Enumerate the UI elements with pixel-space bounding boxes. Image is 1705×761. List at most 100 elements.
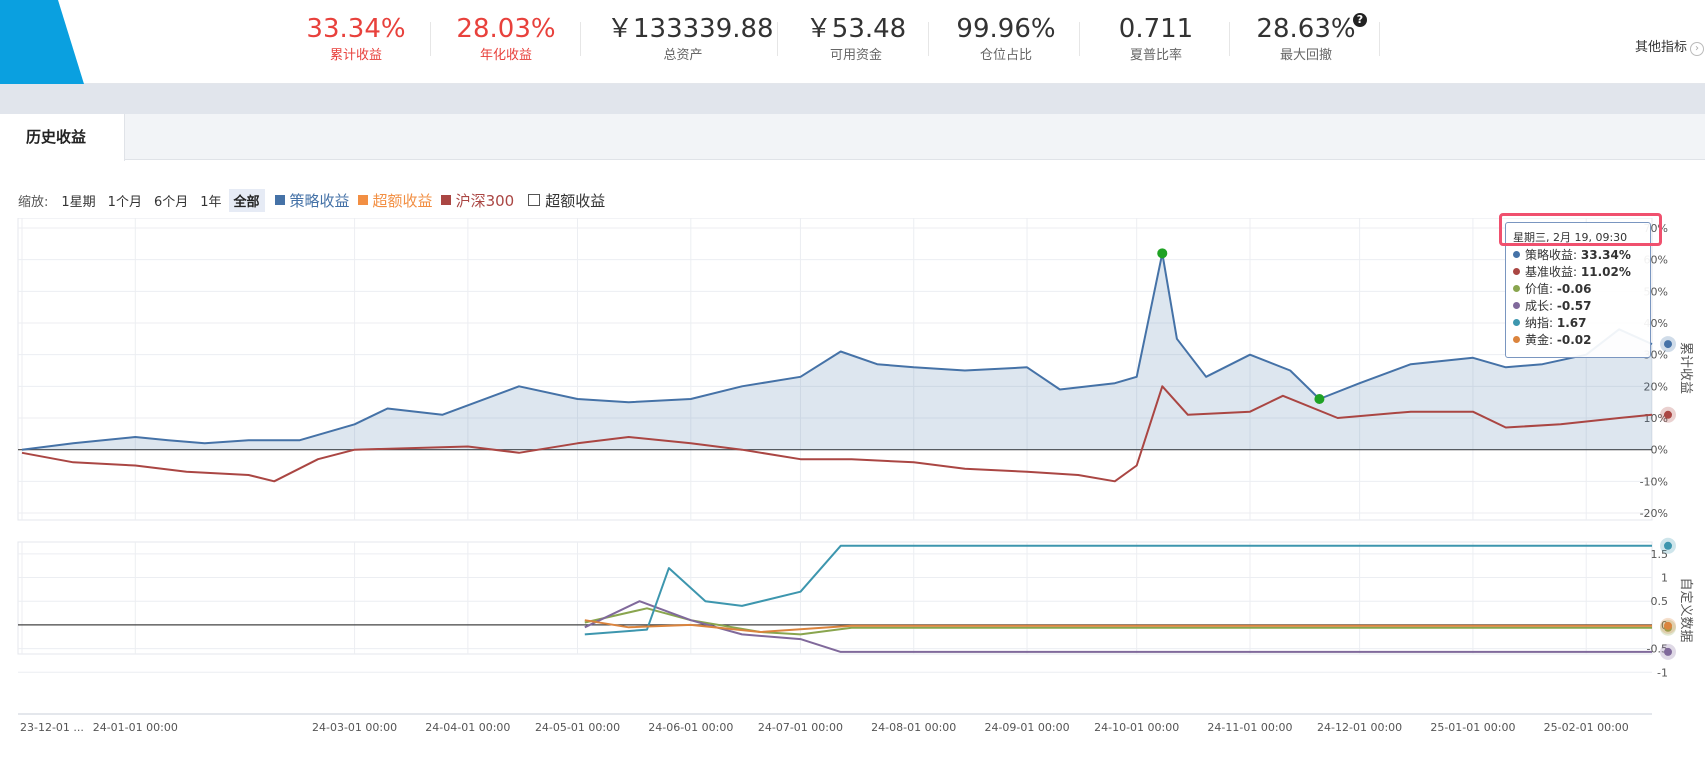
chart-tooltip: 星期三, 2月 19, 09:30 策略收益: 33.34% 基准收益: 11.… [1499, 213, 1662, 358]
excess-return-checkbox[interactable]: 超额收益 [528, 190, 605, 211]
summary-bar: 33.34% 累计收益 28.03% 年化收益 ￥133339.88 总资产 ￥… [0, 0, 1705, 84]
y-tick-label: 0.5 [1651, 595, 1669, 608]
chart-controls: 缩放: 1星期 1个月 6个月 1年 全部 策略收益 超额收益 沪深300 超额… [18, 188, 605, 212]
other-metrics-button[interactable]: 其他指标 › [1635, 36, 1705, 56]
x-tick-label: 24-04-01 00:00 [425, 721, 510, 734]
x-tick-label: 24-12-01 00:00 [1317, 721, 1402, 734]
series-end-marker [1664, 340, 1672, 349]
tooltip-row-value: -0.06 [1556, 282, 1592, 296]
metric-total-assets: ￥133339.88 总资产 [607, 10, 774, 64]
metric-label: 最大回撤 [1279, 48, 1332, 63]
metric-max-drawdown: 28.63% 最大回撤 [1231, 10, 1381, 64]
y-tick-label: -10% [1640, 475, 1668, 488]
series-end-marker [1664, 621, 1672, 630]
tooltip-row-value: 1.67 [1556, 316, 1587, 330]
metric-divider [1229, 22, 1230, 56]
x-tick-label: 24-05-01 00:00 [535, 721, 620, 734]
zoom-6-month-button[interactable]: 6个月 [153, 194, 189, 210]
metric-divider [928, 22, 929, 56]
tooltip-row-value: -0.57 [1556, 299, 1592, 313]
legend-item-excess[interactable]: 超额收益 [357, 190, 433, 211]
tooltip-row-label: 基准收益 [1525, 265, 1574, 279]
metric-value: 28.03% [456, 14, 556, 44]
tooltip-row-label: 成长 [1525, 299, 1550, 313]
tooltip-row: 策略收益: 33.34% [1513, 247, 1643, 264]
main-plot-frame [17, 218, 1653, 521]
legend-label: 沪深300 [455, 191, 515, 210]
custom-series-line [584, 619, 1652, 633]
y-axis-title: 累计收益 [1678, 342, 1693, 394]
metric-divider [430, 22, 431, 56]
x-tick-label: 25-01-01 00:00 [1430, 721, 1515, 734]
metric-value: 0.711 [1118, 14, 1194, 44]
metric-value: 99.96% [956, 14, 1056, 44]
metric-label: 仓位占比 [979, 48, 1032, 63]
x-tick-label: 24-07-01 00:00 [758, 721, 843, 734]
question-circle-icon[interactable]: ? [1353, 13, 1367, 27]
series-dot [1513, 302, 1520, 309]
legend-item-hs300[interactable]: 沪深300 [440, 190, 515, 211]
metric-position-ratio: 99.96% 仓位占比 [931, 10, 1081, 64]
toolbar-band [0, 84, 1705, 114]
series-dot [1513, 268, 1520, 275]
checkbox-label: 超额收益 [545, 191, 606, 210]
legend-label: 策略收益 [289, 191, 350, 210]
x-tick-label: 24-06-01 00:00 [648, 721, 733, 734]
tooltip-row: 黄金: -0.02 [1513, 332, 1643, 349]
y-tick-label: 0% [1651, 444, 1668, 457]
series-dot [1513, 319, 1520, 326]
tooltip-row-value: 33.34% [1580, 248, 1631, 262]
tab-history-returns[interactable]: 历史收益 [0, 114, 125, 161]
y-tick-label: -1 [1657, 666, 1668, 679]
chevron-right-icon: › [1690, 42, 1705, 56]
y-tick-label: 20% [1644, 380, 1668, 393]
legend-item-strategy[interactable]: 策略收益 [274, 190, 350, 211]
tooltip-row-label: 纳指 [1525, 316, 1550, 330]
series-end-marker [1664, 410, 1672, 419]
y-tick-label: 1.5 [1651, 548, 1669, 561]
y-tick-label: 1 [1661, 572, 1668, 585]
tooltip-highlight [1499, 213, 1662, 246]
series-end-marker [1664, 541, 1672, 550]
custom-series-line [584, 600, 1652, 653]
zoom-1-week-button[interactable]: 1星期 [61, 194, 96, 210]
metric-label: 累计收益 [329, 48, 382, 63]
zoom-1-year-button[interactable]: 1年 [200, 194, 222, 210]
metric-value: 33.34% [306, 14, 406, 44]
tooltip-row-label: 策略收益 [1525, 248, 1574, 262]
zoom-all-button[interactable]: 全部 [228, 188, 265, 212]
metric-label: 可用资金 [829, 48, 882, 63]
tooltip-row-label: 黄金 [1525, 333, 1550, 347]
tab-bar: 历史收益 [0, 114, 1705, 161]
metric-value: 28.63% [1256, 14, 1356, 44]
extreme-marker [1157, 248, 1168, 259]
other-metrics-label: 其他指标 [1635, 40, 1688, 55]
metric-available-cash: ￥53.48 可用资金 [781, 10, 931, 64]
x-tick-label: 24-01-01 00:00 [93, 721, 178, 734]
tooltip-row: 价值: -0.06 [1513, 281, 1643, 298]
metric-value: ￥133339.88 [607, 14, 774, 44]
x-tick-label: 24-03-01 00:00 [312, 721, 397, 734]
legend-label: 超额收益 [372, 191, 433, 210]
chart-area[interactable]: -20%-10%0%10%20%30%40%50%60%70%23-12-01 … [0, 218, 1705, 761]
series-end-marker [1664, 647, 1672, 656]
zoom-label: 缩放: [18, 194, 49, 210]
strategy-area [22, 253, 1652, 450]
metric-divider [777, 22, 778, 56]
tooltip-row-value: -0.02 [1556, 333, 1592, 347]
metric-divider [580, 22, 581, 56]
zoom-1-month-button[interactable]: 1个月 [107, 194, 142, 210]
metric-divider [1379, 22, 1380, 56]
extreme-marker [1314, 394, 1325, 404]
custom-series-line [584, 544, 1652, 636]
y-tick-label: -20% [1640, 507, 1668, 520]
metric-value: ￥53.48 [805, 14, 907, 44]
x-tick-label: 25-02-01 00:00 [1544, 721, 1629, 734]
tooltip-row-label: 价值 [1525, 282, 1550, 296]
x-tick-label: 23-12-01 ... [20, 721, 84, 734]
logo [0, 0, 84, 84]
series-dot [1513, 336, 1520, 343]
tooltip-date: 星期三, 2月 19, 09:30 [1513, 231, 1628, 244]
series-dot [1513, 251, 1520, 258]
metric-label: 年化收益 [479, 48, 532, 63]
